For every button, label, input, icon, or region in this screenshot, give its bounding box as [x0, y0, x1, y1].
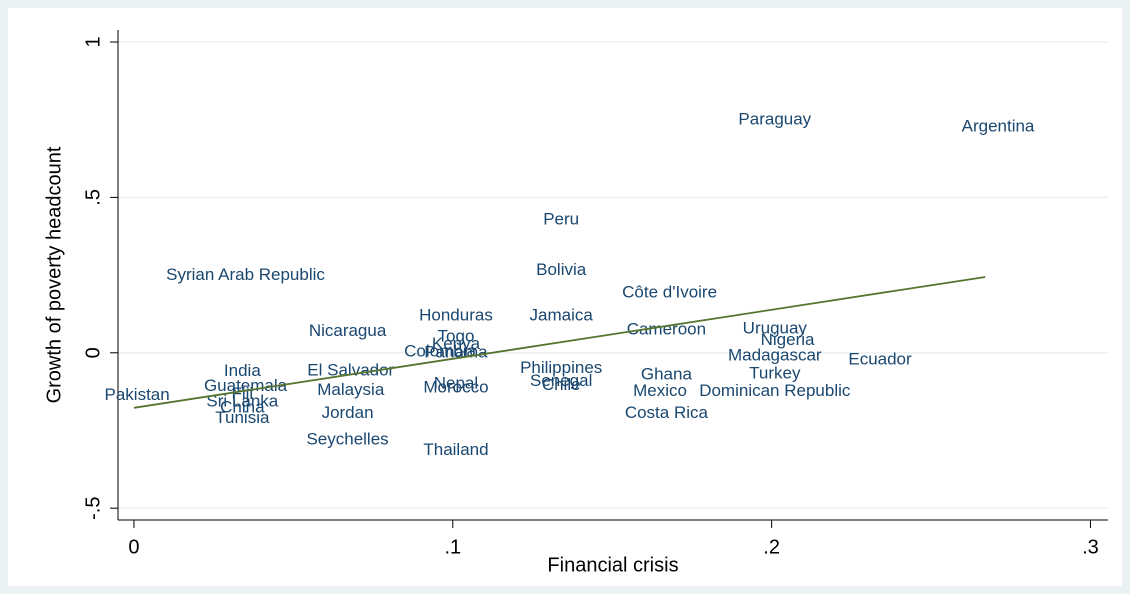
point-label: Jamaica	[530, 305, 594, 324]
x-axis-label: Financial crisis	[547, 554, 678, 576]
point-label: Jordan	[322, 403, 374, 422]
point-label: Turkey	[749, 363, 801, 382]
point-label: China	[220, 397, 265, 416]
point-label: Seychelles	[306, 429, 388, 448]
point-label: Sri Lanka	[206, 391, 278, 410]
point-label: Nigeria	[761, 330, 815, 349]
point-label: Togo	[438, 326, 475, 345]
y-tick-label: -.5	[82, 497, 104, 520]
point-label: Dominican Republic	[699, 381, 851, 400]
point-label: Philippines	[520, 358, 602, 377]
x-tick-label: .1	[444, 536, 461, 558]
point-label: Nicaragua	[309, 321, 387, 340]
point-label: India	[224, 361, 261, 380]
graph-region	[8, 8, 1122, 586]
point-label: Bolivia	[536, 260, 587, 279]
point-label: Fiji	[231, 384, 253, 403]
point-label: Mexico	[633, 381, 687, 400]
point-label: Senegal	[530, 371, 592, 390]
point-label: Guatemala	[204, 376, 288, 395]
y-axis-label: Growth of poverty headcount	[43, 146, 65, 403]
point-label: Paraguay	[738, 109, 811, 128]
point-label: Côte d'Ivoire	[622, 282, 717, 301]
x-tick-label: .2	[763, 536, 780, 558]
y-tick-label: 0	[82, 347, 104, 358]
point-label: Costa Rica	[625, 403, 709, 422]
point-label: Nepal	[434, 373, 478, 392]
point-label: Tunisia	[215, 408, 270, 427]
point-label: Syrian Arab Republic	[166, 265, 325, 284]
point-label: Cameroon	[627, 319, 706, 338]
point-label: Ecuador	[848, 349, 912, 368]
point-label: Ghana	[641, 364, 693, 383]
point-label: Kenya	[432, 334, 481, 353]
x-tick-label: .3	[1082, 536, 1099, 558]
point-label: Honduras	[419, 305, 493, 324]
y-tick-label: 1	[82, 36, 104, 47]
point-label: Pakistan	[105, 385, 170, 404]
point-label: Chile	[542, 375, 581, 394]
x-tick-label: 0	[128, 536, 139, 558]
point-label: El Salvador	[307, 360, 394, 379]
y-tick-label: .5	[82, 189, 104, 206]
point-label: Thailand	[423, 440, 488, 459]
fit-line	[133, 276, 986, 409]
point-label: Colombia	[404, 341, 476, 360]
point-label: Madagascar	[728, 345, 822, 364]
point-label: Uruguay	[743, 318, 808, 337]
point-label: Malaysia	[317, 380, 385, 399]
point-label: Argentina	[962, 116, 1035, 135]
point-label: Peru	[543, 209, 579, 228]
point-label: Morocco	[423, 377, 488, 396]
